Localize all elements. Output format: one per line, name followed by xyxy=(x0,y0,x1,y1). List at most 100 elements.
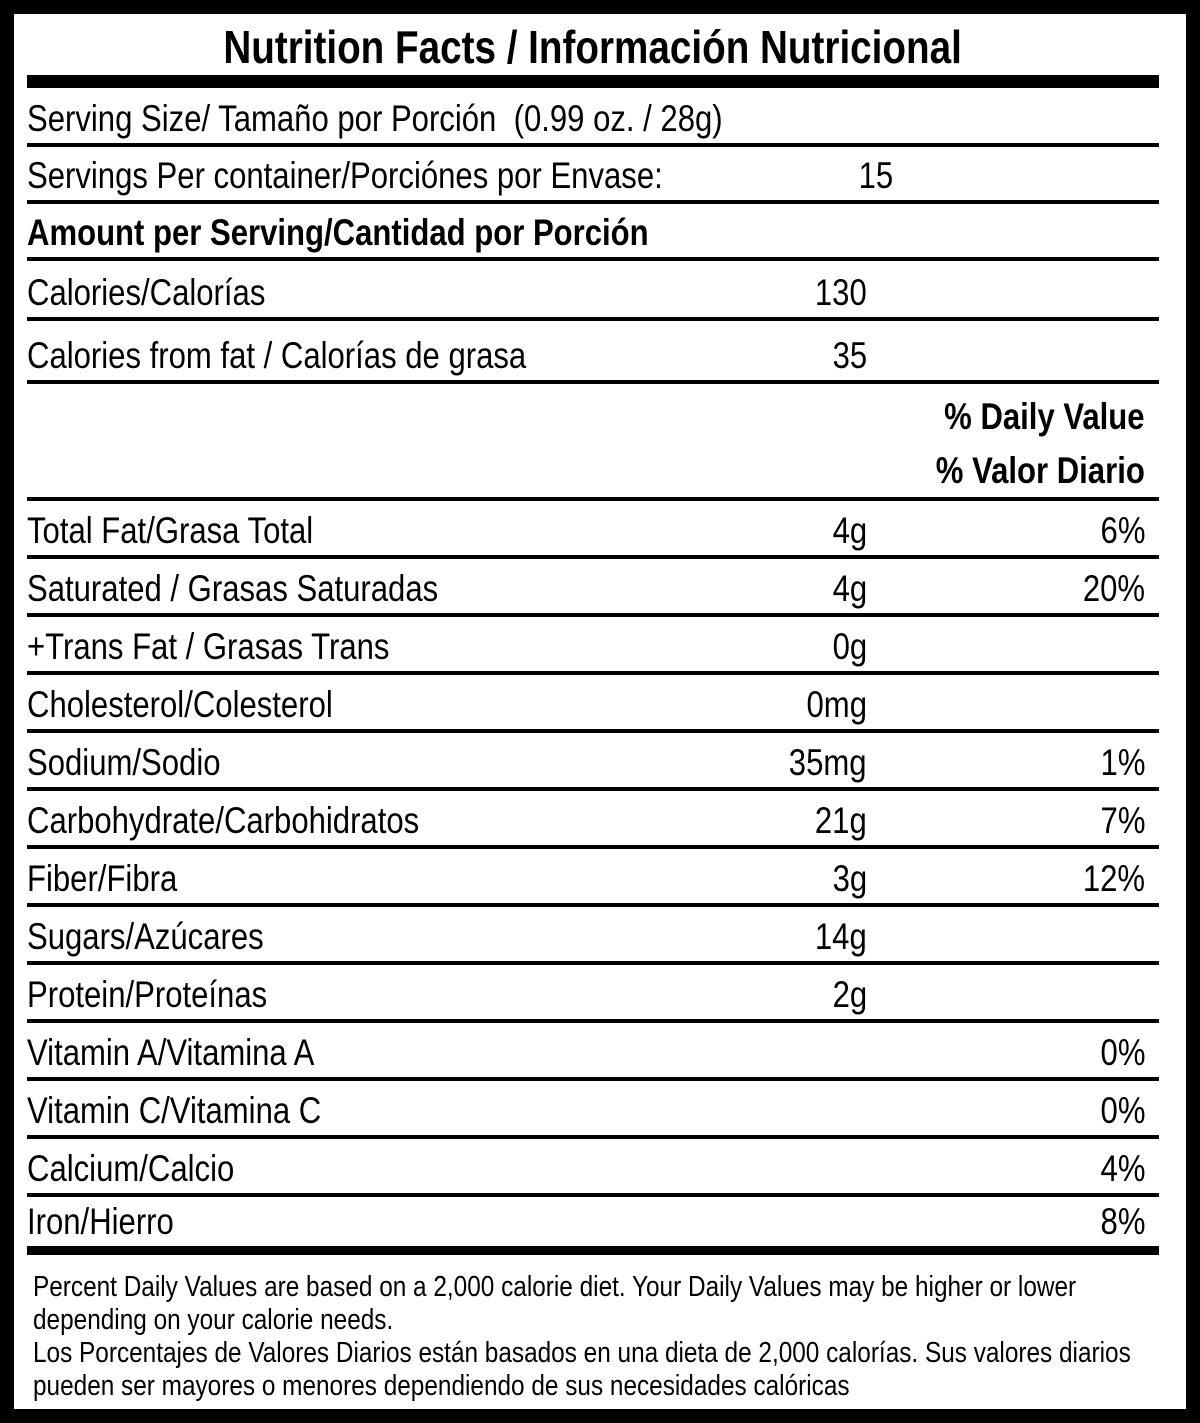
nutrient-label: Fiber/Fibra xyxy=(27,858,178,899)
calories-value: 130 xyxy=(815,272,867,313)
nutrient-label: Vitamin A/Vitamina A xyxy=(27,1032,315,1073)
daily-value-header-es: % Valor Diario xyxy=(27,452,1159,489)
nutrient-dv-cell xyxy=(867,976,1159,1013)
calories-from-fat-value-cell: 35 xyxy=(667,337,867,374)
daily-value-text-es: % Valor Diario xyxy=(935,450,1145,491)
serving-size-text: Serving Size/ Tamaño por Porción (0.99 o… xyxy=(27,98,723,139)
calories-from-fat-label-cell: Calories from fat / Calorías de grasa xyxy=(27,337,667,374)
nutrient-label: +Trans Fat / Grasas Trans xyxy=(27,626,390,667)
nutrient-amount: 2g xyxy=(832,974,867,1015)
nutrient-label: Saturated / Grasas Saturadas xyxy=(27,568,439,609)
nutrient-daily-value: 1% xyxy=(1100,742,1145,783)
nutrient-amount-cell xyxy=(667,1203,867,1240)
nutrient-label-cell: Cholesterol/Colesterol xyxy=(27,686,667,723)
nutrient-label: Sugars/Azúcares xyxy=(27,916,264,957)
nutrient-dv-cell: 20% xyxy=(867,570,1159,607)
nutrient-daily-value: 4% xyxy=(1100,1148,1145,1189)
servings-per-container-value: 15 xyxy=(858,155,894,196)
nutrient-label: Total Fat/Grasa Total xyxy=(27,510,314,551)
nutrient-amount: 4g xyxy=(832,510,867,551)
table-row: Calcium/Calcio 4% xyxy=(27,1139,1159,1197)
nutrient-daily-value: 0% xyxy=(1100,1090,1145,1131)
table-row: Protein/Proteínas 2g xyxy=(27,965,1159,1023)
table-row: Vitamin A/Vitamina A 0% xyxy=(27,1023,1159,1081)
nutrient-amount: 0mg xyxy=(806,684,867,725)
nutrient-amount: 35mg xyxy=(789,742,867,783)
table-row: Total Fat/Grasa Total 4g 6% xyxy=(27,501,1159,559)
nutrient-daily-value: 6% xyxy=(1100,510,1145,551)
nutrient-amount-cell: 4g xyxy=(667,512,867,549)
nutrient-label-cell: Saturated / Grasas Saturadas xyxy=(27,570,667,607)
daily-value-header: % Daily Value % Valor Diario xyxy=(27,384,1159,501)
nutrient-label-cell: Total Fat/Grasa Total xyxy=(27,512,667,549)
table-row: Fiber/Fibra 3g 12% xyxy=(27,849,1159,907)
nutrient-dv-cell: 1% xyxy=(867,744,1159,781)
nutrient-amount-cell: 0g xyxy=(667,628,867,665)
nutrient-dv-cell xyxy=(867,628,1159,665)
calories-from-fat-text: Calories from fat / Calorías de grasa xyxy=(27,335,527,376)
daily-value-text-en: % Daily Value xyxy=(944,396,1145,437)
nutrient-label: Calcium/Calcio xyxy=(27,1148,235,1189)
nutrient-amount-cell: 4g xyxy=(667,570,867,607)
amount-per-serving-cell: Amount per Serving/Cantidad por Porción xyxy=(27,214,1159,251)
daily-value-header-en: % Daily Value xyxy=(27,398,1159,435)
table-row: Cholesterol/Colesterol 0mg xyxy=(27,675,1159,733)
nutrient-label: Iron/Hierro xyxy=(27,1201,174,1242)
table-row: +Trans Fat / Grasas Trans 0g xyxy=(27,617,1159,675)
calories-row: Calories/Calorías 130 xyxy=(27,261,1159,321)
servings-per-container-text: Servings Per container/Porciónes por Env… xyxy=(27,155,663,196)
serving-size-row: Serving Size/ Tamaño por Porción (0.99 o… xyxy=(27,88,1159,147)
nutrient-dv-cell: 0% xyxy=(867,1092,1159,1129)
nutrient-label: Cholesterol/Colesterol xyxy=(27,684,333,725)
nutrient-label: Vitamin C/Vitamina C xyxy=(27,1090,322,1131)
page-title: Nutrition Facts / Información Nutriciona… xyxy=(223,21,963,73)
nutrient-dv-cell xyxy=(867,686,1159,723)
nutrient-amount-cell: 35mg xyxy=(667,744,867,781)
nutrient-amount-cell: 21g xyxy=(667,802,867,839)
nutrient-dv-cell xyxy=(867,918,1159,955)
table-row: Iron/Hierro 8% xyxy=(27,1197,1159,1246)
calories-label-cell: Calories/Calorías xyxy=(27,274,667,311)
nutrient-label-cell: +Trans Fat / Grasas Trans xyxy=(27,628,667,665)
servings-per-container-label-cell: Servings Per container/Porciónes por Env… xyxy=(27,157,712,194)
nutrient-label: Protein/Proteínas xyxy=(27,974,268,1015)
calories-from-fat-value: 35 xyxy=(832,335,867,376)
nutrient-label-cell: Vitamin C/Vitamina C xyxy=(27,1092,667,1129)
calories-from-fat-row: Calories from fat / Calorías de grasa 35 xyxy=(27,321,1159,384)
calories-text: Calories/Calorías xyxy=(27,272,266,313)
nutrient-amount-cell: 2g xyxy=(667,976,867,1013)
nutrient-dv-cell: 7% xyxy=(867,802,1159,839)
nutrient-dv-cell: 0% xyxy=(867,1034,1159,1071)
nutrient-amount: 21g xyxy=(815,800,867,841)
footnote-english: Percent Daily Values are based on a 2,00… xyxy=(33,1271,1077,1336)
label-header: Nutrition Facts / Información Nutriciona… xyxy=(27,14,1159,75)
nutrient-label-cell: Vitamin A/Vitamina A xyxy=(27,1034,667,1071)
footnote-separator-bar xyxy=(27,1246,1159,1255)
nutrient-label-cell: Protein/Proteínas xyxy=(27,976,667,1013)
nutrient-amount: 4g xyxy=(832,568,867,609)
footnote-spanish: Los Porcentajes de Valores Diarios están… xyxy=(33,1337,1131,1402)
table-row: Vitamin C/Vitamina C 0% xyxy=(27,1081,1159,1139)
nutrient-dv-cell: 8% xyxy=(867,1203,1159,1240)
amount-per-serving-text: Amount per Serving/Cantidad por Porción xyxy=(27,212,649,253)
nutrient-label-cell: Calcium/Calcio xyxy=(27,1150,667,1187)
table-row: Saturated / Grasas Saturadas 4g 20% xyxy=(27,559,1159,617)
nutrient-daily-value: 12% xyxy=(1082,858,1145,899)
nutrient-amount-cell xyxy=(667,1150,867,1187)
nutrient-amount-cell xyxy=(667,1092,867,1129)
nutrient-daily-value: 7% xyxy=(1100,800,1145,841)
servings-per-container-value-cell: 15 xyxy=(712,155,894,196)
nutrient-dv-cell: 6% xyxy=(867,512,1159,549)
nutrient-dv-cell: 4% xyxy=(867,1150,1159,1187)
servings-per-container-row: Servings Per container/Porciónes por Env… xyxy=(27,147,1159,204)
table-row: Sodium/Sodio 35mg 1% xyxy=(27,733,1159,791)
nutrient-amount-cell: 0mg xyxy=(667,686,867,723)
nutrient-amount-cell: 3g xyxy=(667,860,867,897)
nutrient-label-cell: Sugars/Azúcares xyxy=(27,918,667,955)
nutrient-label-cell: Carbohydrate/Carbohidratos xyxy=(27,802,667,839)
nutrient-label-cell: Sodium/Sodio xyxy=(27,744,667,781)
nutrient-rows: Total Fat/Grasa Total 4g 6% Saturated / … xyxy=(27,501,1159,1246)
nutrient-amount: 0g xyxy=(832,626,867,667)
nutrient-label-cell: Iron/Hierro xyxy=(27,1203,667,1240)
